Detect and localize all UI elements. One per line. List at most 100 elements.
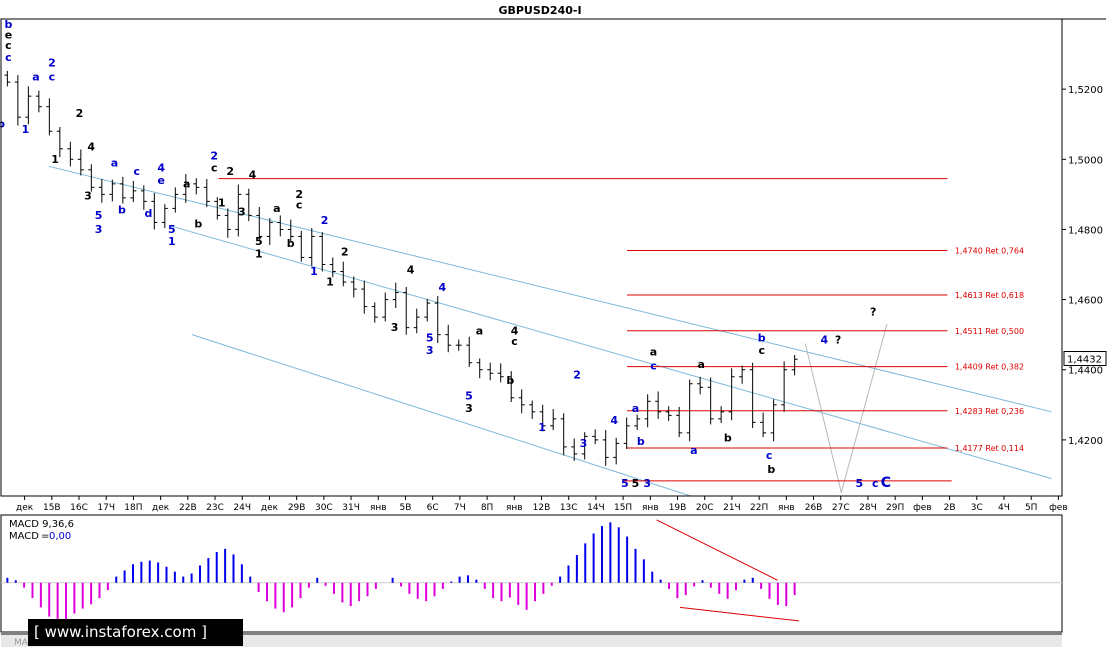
x-tick-label: 2В	[944, 503, 956, 513]
wave-label: b	[637, 435, 645, 448]
wave-label: c	[211, 162, 218, 175]
wave-label: a	[183, 177, 190, 190]
wave-label: 5	[426, 332, 434, 345]
wave-label: ?	[835, 333, 841, 346]
y-tick-label: 1,5000	[1068, 155, 1103, 166]
x-tick-label: дек	[152, 503, 170, 513]
x-tick-label: 6С	[427, 503, 439, 513]
x-tick-label: янв	[506, 503, 523, 513]
wave-label: c	[296, 198, 303, 211]
macd-series-value: 0,00	[49, 531, 71, 542]
wave-label: e	[157, 174, 164, 187]
wave-label: 1	[168, 235, 176, 248]
x-tick-label: 14Ч	[587, 503, 605, 513]
wave-label: 3	[580, 437, 588, 450]
x-tick-label: 20С	[696, 503, 714, 513]
macd-series-eq: =	[41, 531, 49, 542]
x-tick-label: фев	[1049, 503, 1068, 513]
x-tick-label: дек	[16, 503, 34, 513]
channel-line	[191, 334, 691, 497]
wave-label: 1	[255, 248, 263, 261]
macd-divergence-line	[679, 606, 799, 622]
wave-label: a	[273, 202, 280, 215]
x-tick-label: 30С	[315, 503, 333, 513]
x-tick-label: 22П	[750, 503, 768, 513]
wave-label: 1	[310, 265, 318, 278]
wave-label: 2	[48, 56, 56, 69]
macd-panel-frame	[0, 514, 1063, 633]
x-tick-label: янв	[370, 503, 387, 513]
wave-label: a	[632, 402, 639, 415]
wave-label: 3	[238, 205, 246, 218]
wave-label: 4	[439, 281, 447, 294]
x-tick-label: 22В	[179, 503, 197, 513]
wave-label: 1	[51, 153, 59, 166]
macd-series-label: MACD	[9, 531, 39, 542]
wave-label: 2	[76, 107, 84, 120]
wave-label: 5	[621, 477, 629, 490]
x-tick-label: 23С	[206, 503, 224, 513]
wave-label: 3	[95, 223, 103, 236]
fib-level-label: 1,4409 Ret 0,382	[955, 363, 1024, 372]
wave-label: b	[194, 218, 202, 231]
x-tick-label: 3С	[971, 503, 983, 513]
x-tick-label: 24Ч	[233, 503, 251, 513]
wave-label: 4	[407, 263, 415, 276]
x-tick-label: 29П	[886, 503, 904, 513]
wave-label: b	[4, 18, 12, 31]
y-tick-label: 1,4200	[1068, 436, 1103, 447]
wave-label: a	[650, 346, 657, 359]
wave-label: 2	[341, 246, 349, 259]
wave-label: d	[145, 207, 153, 220]
wave-label: 2	[573, 369, 581, 382]
x-tick-label: янв	[778, 503, 795, 513]
x-tick-label: 15П	[614, 503, 632, 513]
wave-label: 5	[856, 477, 864, 490]
wave-label: 3	[391, 321, 399, 334]
wave-label: 4	[821, 333, 829, 346]
wave-label: ?	[870, 305, 876, 318]
wave-label: 1	[218, 197, 226, 210]
fib-level-label: 1,4177 Ret 0,114	[955, 444, 1024, 453]
wave-label: 4	[249, 169, 257, 182]
wave-label: c	[758, 344, 765, 357]
macd-title: MACD 9,36,6	[9, 519, 74, 530]
fib-level-label: 1,4740 Ret 0,764	[955, 246, 1024, 255]
x-tick-label: 26В	[805, 503, 823, 513]
x-tick-label: 17Ч	[97, 503, 115, 513]
y-tick-label: 1,5200	[1068, 85, 1103, 96]
wave-label: 4	[511, 325, 519, 338]
wave-label: 4	[157, 162, 165, 175]
instaforex-watermark: [ www.instaforex.com ]	[28, 619, 243, 646]
x-tick-label: 28Ч	[859, 503, 877, 513]
wave-label: 3	[643, 477, 651, 490]
wave-label: 2	[321, 214, 329, 227]
wave-label: c	[5, 39, 12, 52]
wave-label: c	[49, 70, 56, 83]
chart-title: GBPUSD240-I	[498, 4, 581, 17]
wave-label: c	[134, 165, 141, 178]
fib-level-label: 1,4613 Ret 0,618	[955, 291, 1024, 300]
wave-label: 1	[326, 276, 334, 289]
wave-label: 2	[295, 188, 303, 201]
x-tick-label: 27С	[832, 503, 850, 513]
x-tick-label: 13С	[560, 503, 578, 513]
y-tick-label: 1,4800	[1068, 225, 1103, 236]
current-price-label: 1,4432	[1067, 355, 1102, 366]
bottom-strip	[1, 635, 1062, 647]
x-tick-label: 31Ч	[342, 503, 360, 513]
wave-label: C	[881, 475, 891, 491]
wave-label: b	[0, 118, 5, 131]
wave-label: b	[506, 374, 514, 387]
wave-label: b	[767, 463, 775, 476]
wave-label: b	[287, 237, 295, 250]
x-tick-label: дек	[261, 503, 279, 513]
wave-label: c	[5, 51, 12, 64]
wave-label: 2	[210, 149, 218, 162]
current-price-box	[1063, 351, 1107, 367]
wave-label: 5	[255, 235, 263, 248]
y-tick-label: 1,4600	[1068, 296, 1103, 307]
wave-label: 4	[610, 414, 618, 427]
wave-label: c	[511, 335, 518, 348]
x-tick-label: 12В	[533, 503, 551, 513]
